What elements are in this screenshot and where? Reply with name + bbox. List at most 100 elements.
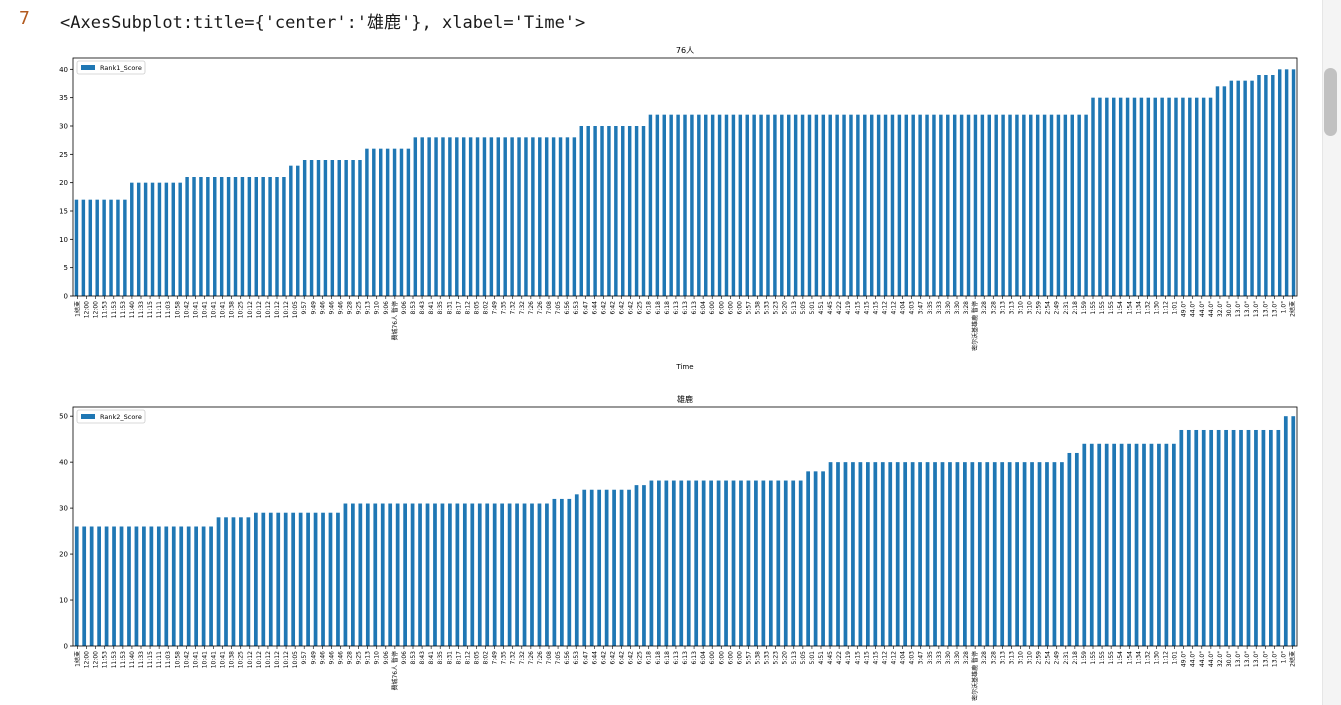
x-tick-label: 8:17 — [455, 651, 462, 665]
bar — [709, 480, 713, 646]
x-tick-label: 8:02 — [483, 301, 490, 315]
bar — [388, 503, 393, 646]
bar — [112, 526, 116, 646]
bar — [380, 503, 385, 646]
x-tick-label: 7:49 — [492, 301, 499, 315]
bar — [895, 462, 900, 646]
x-tick-label: 3:13 — [1008, 301, 1015, 315]
bar — [903, 462, 908, 646]
bar — [82, 526, 87, 646]
x-tick-label: 10:12 — [247, 651, 254, 668]
bar — [955, 462, 960, 646]
x-tick-label: 10:41 — [220, 651, 227, 668]
x-tick-label: 7:35 — [501, 301, 508, 315]
bar — [759, 114, 763, 296]
x-tick-label: 11:33 — [138, 301, 145, 318]
bar — [704, 114, 708, 296]
bar — [856, 114, 860, 296]
bar — [768, 480, 773, 646]
bar — [745, 114, 749, 296]
bar — [738, 114, 743, 296]
bar — [1070, 114, 1074, 296]
x-tick-label: 6:44 — [591, 651, 598, 665]
x-tick-label: 8:43 — [419, 301, 426, 315]
x-tick-label: 30.0" — [1226, 301, 1233, 317]
bar — [219, 177, 224, 296]
bar — [849, 114, 853, 296]
bar — [500, 503, 505, 646]
bar — [1246, 429, 1251, 646]
x-tick-label: 6:47 — [582, 301, 589, 315]
x-tick-label: 6:47 — [582, 651, 589, 665]
bar — [604, 489, 609, 646]
x-tick-label: 1:34 — [1135, 651, 1142, 665]
bar — [843, 462, 848, 646]
x-tick-label: 10:12 — [265, 651, 272, 668]
bar — [671, 480, 676, 646]
vertical-scrollbar[interactable] — [1322, 0, 1341, 705]
bar — [1195, 97, 1199, 296]
bar — [1236, 80, 1240, 296]
bar — [253, 512, 258, 646]
x-tick-label: 1:32 — [1144, 651, 1151, 665]
bar — [918, 462, 922, 646]
bar — [336, 512, 340, 646]
y-tick-label: 20 — [59, 179, 68, 187]
x-tick-label: 32.0" — [1217, 301, 1224, 317]
bar — [399, 148, 404, 296]
bar — [690, 114, 694, 296]
x-tick-label: 6:42 — [619, 301, 626, 315]
bar — [821, 114, 826, 296]
bar — [74, 199, 79, 296]
bar — [226, 177, 231, 296]
x-tick-label: 10:12 — [256, 651, 263, 668]
x-tick-label: 8:53 — [410, 301, 417, 315]
x-tick-label: 4:15 — [854, 301, 861, 315]
x-tick-label: 3:30 — [945, 301, 952, 315]
bar — [116, 199, 120, 296]
x-tick-label: 9:46 — [337, 651, 344, 665]
bar — [918, 114, 922, 296]
x-tick-label: 6:13 — [682, 651, 689, 665]
x-tick-label: 1结束 — [74, 301, 82, 317]
y-tick-label: 10 — [59, 597, 68, 605]
bar — [1127, 443, 1131, 646]
legend-box — [76, 409, 146, 424]
x-tick-label: 9:06 — [401, 651, 408, 665]
bar — [164, 526, 169, 646]
bar — [395, 503, 400, 646]
bar — [418, 503, 422, 646]
bar — [1139, 97, 1144, 296]
x-tick-label: 1:30 — [1153, 301, 1160, 315]
x-tick-label: 6:18 — [646, 301, 653, 315]
bar — [365, 503, 370, 646]
x-tick-label: 3:30 — [954, 301, 961, 315]
bar — [828, 462, 833, 646]
bar — [939, 114, 943, 296]
x-tick-label: 10:38 — [229, 301, 236, 318]
x-tick-label: 11:53 — [102, 301, 109, 318]
bar — [130, 182, 134, 296]
chart-title: 雄鹿 — [677, 394, 693, 404]
x-tick-label: 10:42 — [183, 301, 190, 318]
x-tick-label: 10:42 — [183, 651, 190, 668]
bar — [567, 498, 572, 646]
x-tick-label: 11:03 — [165, 301, 172, 318]
x-tick-label: 9:57 — [301, 651, 308, 665]
x-tick-label: 6:42 — [600, 651, 607, 665]
x-tick-label: 1:59 — [1081, 651, 1088, 665]
bar — [582, 489, 587, 646]
x-tick-label: 10:12 — [247, 301, 254, 318]
x-tick-label: 6:13 — [691, 301, 698, 315]
bar — [413, 137, 418, 296]
bar — [1105, 97, 1109, 296]
bar — [724, 480, 728, 646]
x-tick-label: 9:46 — [319, 651, 326, 665]
scrollbar-thumb[interactable] — [1324, 68, 1337, 136]
bar — [410, 503, 415, 646]
bar — [420, 137, 424, 296]
x-tick-label: 10:41 — [220, 301, 227, 318]
x-tick-label: 5:05 — [800, 301, 807, 315]
bar — [1063, 114, 1068, 296]
